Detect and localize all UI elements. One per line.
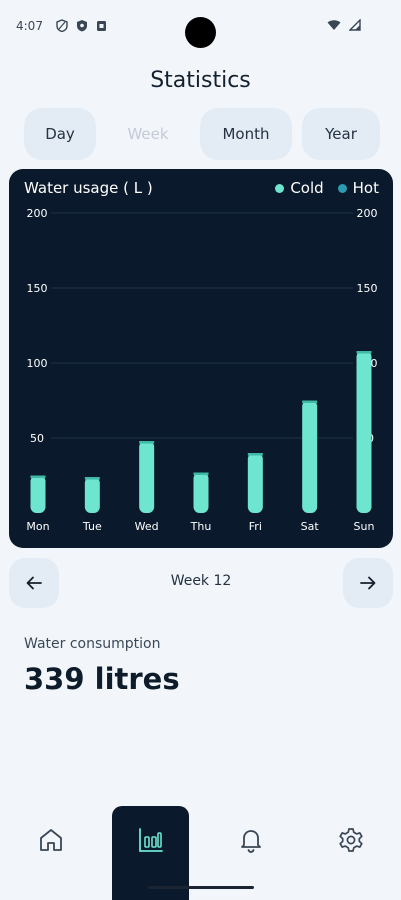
bar-cold[interactable] xyxy=(139,441,155,513)
bell-icon xyxy=(240,830,261,853)
x-tick-label: Sat xyxy=(301,520,320,533)
legend-label-cold: Cold xyxy=(290,179,324,197)
nav-settings[interactable] xyxy=(312,806,389,900)
bar-cold[interactable] xyxy=(30,475,46,514)
bar-chart-icon xyxy=(138,828,163,852)
period-tabs: Day Week Month Year xyxy=(24,108,380,160)
home-icon xyxy=(39,829,62,851)
bar-cap xyxy=(302,400,318,403)
nav-home[interactable] xyxy=(12,806,89,900)
x-tick-label: Sun xyxy=(354,520,375,533)
page-title: Statistics xyxy=(150,68,251,93)
y-tick-label-left: 150 xyxy=(27,282,48,295)
gear-icon xyxy=(338,828,363,852)
y-tick-label-left: 100 xyxy=(27,357,48,370)
tab-year-label: Year xyxy=(325,125,357,143)
front-camera xyxy=(185,17,216,48)
wifi-icon xyxy=(327,20,341,30)
week-label: Week 12 xyxy=(170,573,232,589)
bottom-navigation xyxy=(0,806,401,900)
shield-icon xyxy=(77,20,87,32)
legend-item-hot: Hot xyxy=(337,179,379,197)
x-tick-label: Wed xyxy=(135,520,159,533)
bar-cold[interactable] xyxy=(84,477,100,513)
tab-week[interactable]: Week xyxy=(106,108,190,160)
status-icons-right xyxy=(327,19,361,31)
legend-dot-cold xyxy=(275,183,285,193)
legend-dot-hot xyxy=(337,183,347,193)
arrow-right-icon xyxy=(360,576,376,590)
week-navigation: Week 12 xyxy=(9,558,393,608)
y-tick-label-right: 200 xyxy=(357,207,378,220)
y-tick-label-right: 150 xyxy=(357,282,378,295)
tab-week-label: Week xyxy=(127,125,169,143)
status-bar: 4:07 xyxy=(0,0,401,52)
home-indicator xyxy=(148,886,254,889)
legend-label-hot: Hot xyxy=(352,179,379,197)
consumption-label: Water consumption xyxy=(24,636,161,652)
water-usage-chart: Water usage ( L ) Cold Hot 5050100100150… xyxy=(9,169,393,548)
tab-month[interactable]: Month xyxy=(200,108,292,160)
tab-month-label: Month xyxy=(222,125,270,143)
bar-cold[interactable] xyxy=(356,351,372,513)
sim-icon xyxy=(97,20,106,31)
legend-item-cold: Cold xyxy=(275,179,324,197)
y-tick-label-left: 200 xyxy=(27,207,48,220)
bar-cap xyxy=(193,472,209,475)
nav-statistics[interactable] xyxy=(112,806,189,900)
tab-day[interactable]: Day xyxy=(24,108,96,160)
bar-cap xyxy=(247,453,263,456)
nav-notifications[interactable] xyxy=(212,806,289,900)
status-time: 4:07 xyxy=(16,19,43,33)
chart-legend: Cold Hot xyxy=(275,179,379,197)
tab-day-label: Day xyxy=(45,125,75,143)
arrow-left-icon xyxy=(26,576,42,590)
previous-week-button[interactable] xyxy=(9,558,59,608)
next-week-button[interactable] xyxy=(343,558,393,608)
x-tick-label: Mon xyxy=(26,520,49,533)
shield-outline-icon xyxy=(56,19,68,32)
cell-signal-icon xyxy=(349,19,361,31)
tab-year[interactable]: Year xyxy=(302,108,380,160)
y-tick-label-left: 50 xyxy=(30,432,44,445)
bar-cap xyxy=(356,351,372,354)
x-tick-label: Tue xyxy=(82,520,102,533)
x-tick-label: Thu xyxy=(190,520,212,533)
bar-cap xyxy=(139,441,155,444)
bar-cold[interactable] xyxy=(302,400,318,514)
bar-cap xyxy=(84,477,100,480)
status-icons-left xyxy=(56,19,107,32)
bar-cap xyxy=(30,475,46,478)
x-tick-label: Fri xyxy=(249,520,262,533)
consumption-value: 339 litres xyxy=(24,662,180,696)
bar-cold[interactable] xyxy=(193,472,209,514)
chart-title: Water usage ( L ) xyxy=(24,179,153,197)
bar-cold[interactable] xyxy=(247,453,263,513)
chart-plot: 5050100100150150200200MonTueWedThuFriSat… xyxy=(26,207,378,533)
